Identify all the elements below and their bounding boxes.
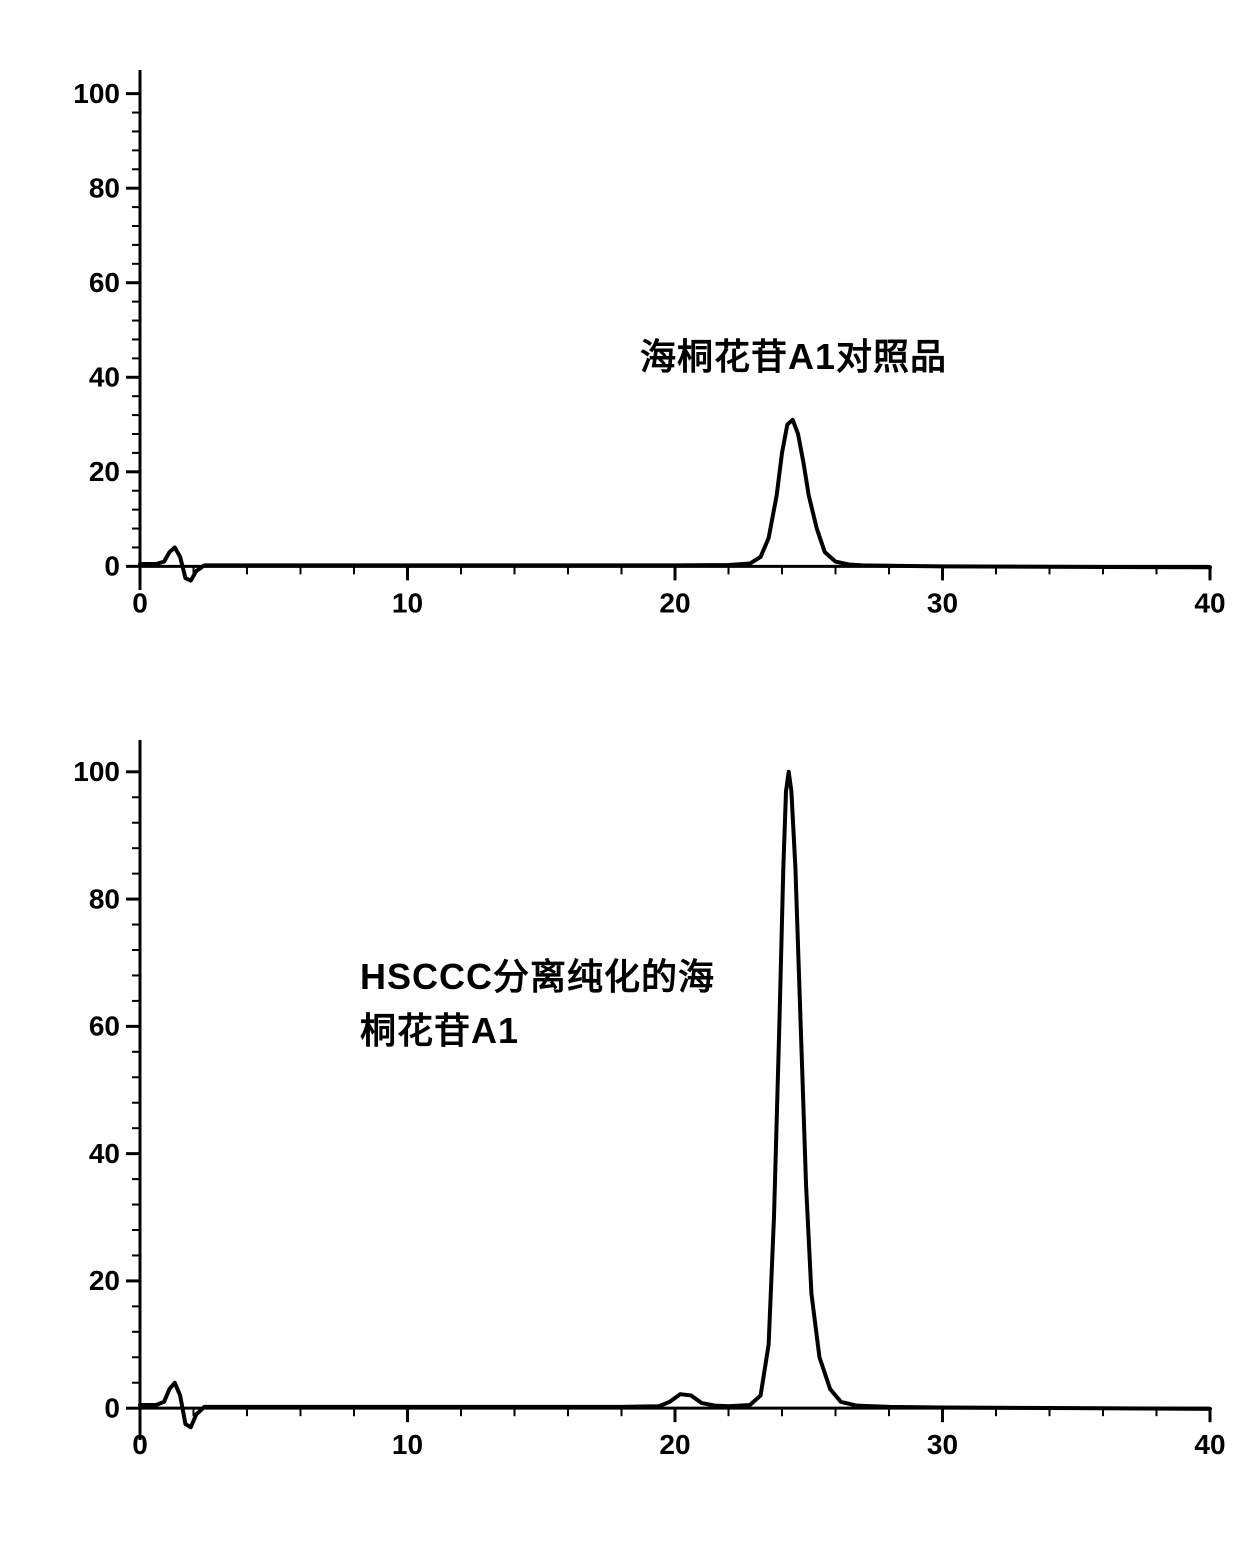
chart-top-label: 海桐花苷A1对照品 — [640, 330, 947, 384]
xtick-label: 40 — [1194, 1429, 1225, 1460]
ytick-label: 20 — [89, 456, 120, 487]
ytick-label: 40 — [89, 1138, 120, 1169]
xtick-label: 0 — [132, 1429, 148, 1460]
xtick-label: 30 — [927, 587, 958, 618]
chart-top: 0 10 20 30 40 0 20 40 60 80 100 海桐花苷A1对照品 — [60, 50, 1240, 650]
ytick-label: 100 — [73, 756, 120, 787]
chromatogram-trace — [140, 772, 1210, 1427]
chromatogram-trace — [140, 420, 1210, 581]
ytick-label: 60 — [89, 1011, 120, 1042]
ytick-label: 80 — [89, 173, 120, 204]
chart-bottom: 0 10 20 30 40 0 20 40 60 80 100 HSCCC分离纯化的海 桐花苷A1 — [60, 720, 1240, 1500]
xtick-label: 30 — [927, 1429, 958, 1460]
chart-bottom-svg: 0 10 20 30 40 0 20 40 60 80 100 — [60, 720, 1240, 1495]
ytick-label: 40 — [89, 362, 120, 393]
page: 0 10 20 30 40 0 20 40 60 80 100 海桐花苷A1对照品 0 10 20 30 4… — [0, 0, 1240, 1549]
xtick-label: 20 — [659, 1429, 690, 1460]
xtick-label: 20 — [659, 587, 690, 618]
ytick-label: 0 — [104, 1393, 120, 1424]
xtick-label: 10 — [392, 1429, 423, 1460]
ytick-label: 100 — [73, 78, 120, 109]
ytick-label: 60 — [89, 267, 120, 298]
ytick-label: 20 — [89, 1265, 120, 1296]
ytick-label: 0 — [104, 551, 120, 582]
chart-bottom-label: HSCCC分离纯化的海 桐花苷A1 — [360, 950, 715, 1058]
xtick-label: 0 — [132, 587, 148, 618]
ytick-label: 80 — [89, 883, 120, 914]
xtick-label: 10 — [392, 587, 423, 618]
xtick-label: 40 — [1194, 587, 1225, 618]
